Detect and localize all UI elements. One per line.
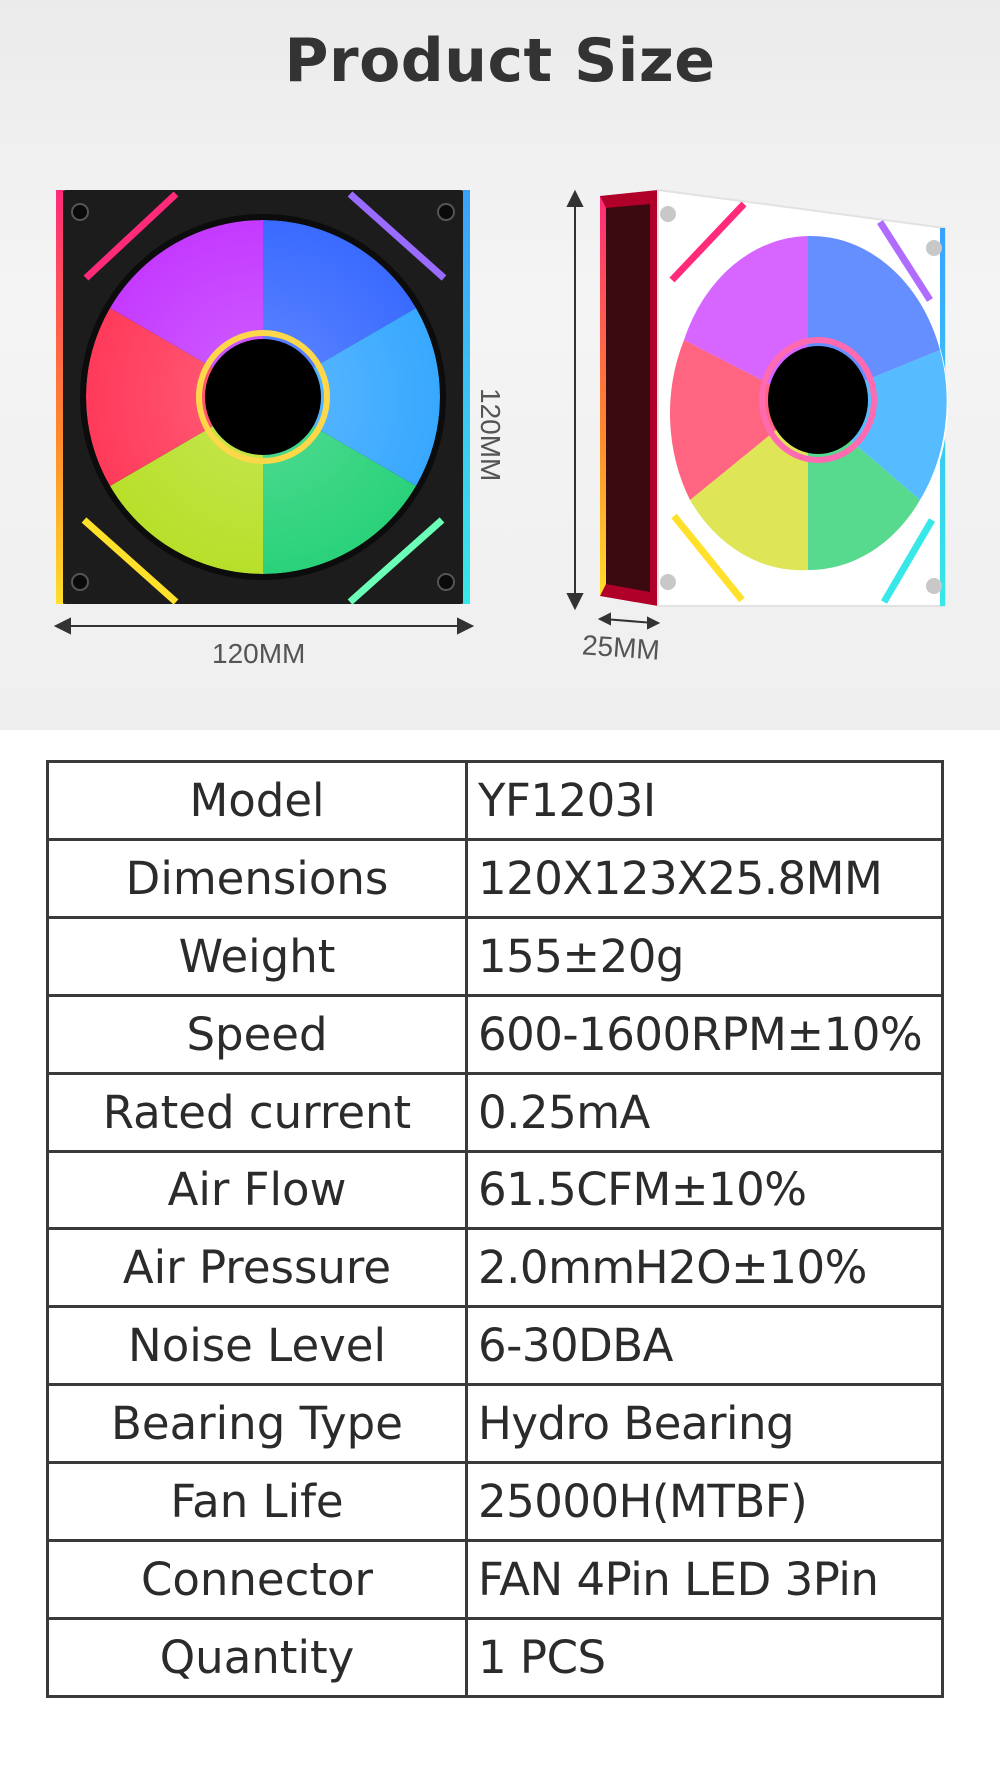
table-row: Air Flow 61.5CFM±10% xyxy=(46,1149,944,1231)
table-row: Weight 155±20g xyxy=(46,915,944,997)
fan-black-image xyxy=(56,190,470,605)
spec-label: Speed xyxy=(46,993,468,1075)
table-row: Dimensions 120X123X25.8MM xyxy=(46,837,944,919)
table-row: Connector FAN 4Pin LED 3Pin xyxy=(46,1539,944,1620)
spec-table: Model YF1203I Dimensions 120X123X25.8MM Weig… xyxy=(46,760,944,1699)
width-dimension-label: 120MM xyxy=(212,638,306,669)
spec-label: Quantity xyxy=(46,1616,468,1699)
table-row: Quantity 1 PCS xyxy=(46,1616,944,1699)
product-illustration xyxy=(53,188,948,635)
table-row: Speed 600-1600RPM±10% xyxy=(46,993,944,1075)
spec-value: 0.25mA xyxy=(465,1071,944,1153)
spec-value: YF1203I xyxy=(465,760,944,841)
spec-label: Rated current xyxy=(46,1071,468,1153)
spec-label: Air Flow xyxy=(46,1149,468,1231)
spec-value: Hydro Bearing xyxy=(465,1383,944,1465)
spec-value: 2.0mmH2O±10% xyxy=(465,1227,944,1309)
spec-label: Model xyxy=(46,760,468,841)
table-row: Fan Life 25000H(MTBF) xyxy=(46,1461,944,1543)
table-row: Noise Level 6-30DBA xyxy=(46,1305,944,1387)
table-row: Rated current 0.25mA xyxy=(46,1071,944,1153)
dimension-arrow xyxy=(53,189,661,635)
page-title: Product Size xyxy=(284,26,716,96)
spec-value: 61.5CFM±10% xyxy=(465,1149,944,1231)
height-dimension-label: 120MM xyxy=(475,388,506,482)
spec-value: 155±20g xyxy=(465,915,944,997)
spec-label: Bearing Type xyxy=(46,1383,468,1465)
depth-dimension-label: 25MM xyxy=(581,629,661,666)
fan-white-image xyxy=(600,188,948,607)
spec-value: 1 PCS xyxy=(465,1616,944,1699)
spec-label: Dimensions xyxy=(46,837,468,919)
spec-value: FAN 4Pin LED 3Pin xyxy=(465,1539,944,1620)
spec-label: Weight xyxy=(46,915,468,997)
spec-label: Air Pressure xyxy=(46,1227,468,1309)
spec-value: 25000H(MTBF) xyxy=(465,1461,944,1543)
spec-label: Connector xyxy=(46,1539,468,1620)
table-row: Model YF1203I xyxy=(46,760,944,841)
spec-value: 6-30DBA xyxy=(465,1305,944,1387)
spec-label: Fan Life xyxy=(46,1461,468,1543)
product-size-section: Product Size xyxy=(0,0,1000,730)
spec-value: 600-1600RPM±10% xyxy=(465,993,944,1075)
table-row: Air Pressure 2.0mmH2O±10% xyxy=(46,1227,944,1309)
spec-value: 120X123X25.8MM xyxy=(465,837,944,919)
table-row: Bearing Type Hydro Bearing xyxy=(46,1383,944,1465)
spec-label: Noise Level xyxy=(46,1305,468,1387)
